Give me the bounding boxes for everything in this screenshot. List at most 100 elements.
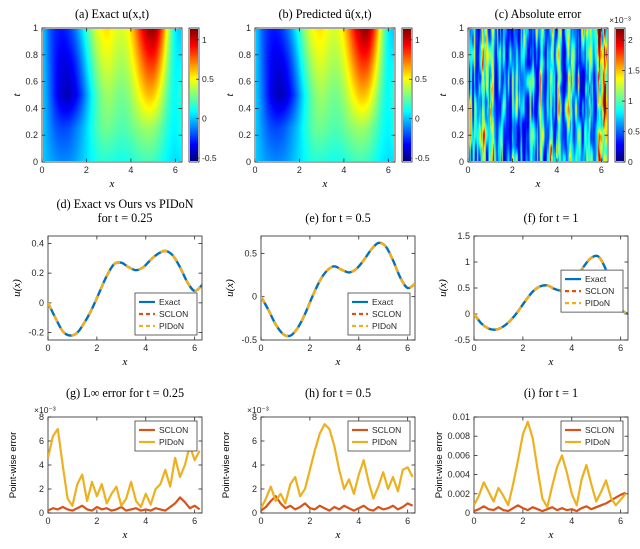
x-axis-label: x — [122, 356, 128, 368]
y-exponent-label: ×10⁻³ — [34, 405, 56, 415]
x-tick-label: 0 — [258, 516, 263, 526]
series-group — [261, 423, 414, 512]
series-sclon — [261, 495, 414, 512]
legend-box — [560, 420, 624, 452]
x-tick-label: 2 — [84, 165, 89, 175]
y-tick-label: 0.8 — [451, 50, 464, 60]
y-tick-label: 0 — [252, 292, 257, 302]
y-tick-label: 4 — [39, 460, 44, 470]
y-axis-label: Point-wise error — [8, 432, 19, 499]
y-tick-label: 0.4 — [238, 103, 251, 113]
series-pidon — [261, 241, 415, 338]
axes-box — [254, 27, 396, 163]
colorbar-tick-label: 0 — [202, 114, 207, 124]
x-tick-label: 2 — [307, 516, 312, 526]
x-tick-label: 6 — [192, 516, 197, 526]
plot-h: (h) for t = 0.5 0 2 4 6 0 2 4 6 8 x Point-wise erro… — [221, 386, 416, 541]
colorbar-gradient-b — [403, 29, 411, 161]
x-axis-label: x — [335, 529, 341, 541]
y-tick-label: 0 — [246, 157, 251, 167]
y-tick-label: 2 — [252, 484, 257, 494]
colorbar-frame — [614, 27, 626, 163]
x-tick-label: 4 — [356, 516, 361, 526]
plot-c: (c) Absolute error 0 2 4 6 0 0.2 0.4 0.6 0.8 1 x t 2 1… — [437, 7, 640, 190]
y-tick-label: 0 — [39, 508, 44, 518]
panel-pointwise-error-t05: (h) for t = 0.5 0 2 4 6 0 2 4 6 8 x Point-wise erro… — [215, 377, 427, 549]
colorbar-tick-label: 0.5 — [628, 127, 640, 137]
y-tick-label: 0.6 — [451, 77, 464, 87]
y-axis-label: t — [224, 93, 236, 97]
legend-box — [134, 420, 198, 452]
panel-pointwise-error-t025: (g) L∞ error for t = 0.25 0 2 4 6 0 2 4 6 8 x Point… — [2, 377, 214, 549]
x-tick-label: 2 — [307, 343, 312, 353]
y-tick-label: 1 — [246, 23, 251, 33]
x-axis-label: x — [122, 529, 128, 541]
y-axis-label: t — [437, 93, 449, 97]
plot-e: (e) for t = 0.50 2 4 6-0.500.5xu(x)ExactSCL… — [224, 211, 416, 368]
colorbar-tick-label: 1 — [202, 35, 207, 45]
panel-title: (h) for t = 0.5 — [305, 386, 371, 400]
y-tick-label: 0.8 — [25, 50, 38, 60]
colorbar-tick-label: 0.5 — [202, 74, 214, 84]
x-tick-label: 6 — [599, 165, 604, 175]
colorbar-tick-label: 0 — [415, 114, 420, 124]
x-tick-label: 6 — [386, 165, 391, 175]
y-tick-label: 0 — [252, 508, 257, 518]
y-tick-label: 6 — [39, 436, 44, 446]
x-tick-label: 2 — [520, 516, 525, 526]
series-sclon — [48, 496, 201, 512]
y-tick-label: 0.5 — [457, 283, 470, 293]
x-tick-label: 0 — [258, 343, 263, 353]
x-tick-label: 0 — [471, 516, 476, 526]
x-axis-label: x — [548, 356, 554, 368]
colorbar-tick-label: 1 — [628, 96, 633, 106]
legend-label: SCLON — [585, 286, 614, 296]
colorbar-tick-label: 2 — [628, 35, 633, 45]
series-group — [474, 254, 628, 331]
series-pidon — [261, 423, 414, 509]
y-axis-label: u(x) — [11, 279, 23, 297]
y-tick-label: -0.2 — [28, 328, 44, 338]
x-tick-label: 4 — [356, 343, 361, 353]
y-tick-label: 0 — [465, 508, 470, 518]
panel-slice-t05: (e) for t = 0.5 0 2 4 6 -0.5 0 0.5 x u(x) Exact SCL… — [215, 190, 427, 375]
series-group — [48, 249, 202, 337]
panel-title: (c) Absolute error — [495, 7, 582, 21]
colorbar-exponent-label: ×10⁻³ — [609, 15, 631, 25]
x-tick-label: 6 — [192, 343, 197, 353]
series-group — [261, 241, 415, 338]
legend-label: PIDoN — [372, 321, 397, 331]
x-tick-label: 2 — [510, 165, 515, 175]
x-axis-label: x — [548, 529, 554, 541]
series-group — [474, 420, 627, 513]
legend-label: PIDoN — [159, 321, 184, 331]
x-tick-label: 2 — [94, 516, 99, 526]
series-pidon — [474, 420, 627, 509]
panel-title: for t = 0.25 — [98, 211, 153, 225]
x-axis-label: x — [322, 178, 328, 190]
y-tick-label: 0.4 — [31, 238, 44, 248]
y-axis-label: u(x) — [224, 279, 236, 297]
colorbar-gradient-a — [190, 29, 198, 161]
x-tick-label: 0 — [465, 165, 470, 175]
x-tick-label: 2 — [297, 165, 302, 175]
panel-title: (f) for t = 1 — [524, 211, 579, 225]
legend-label: PIDoN — [159, 437, 184, 447]
y-tick-label: 0.01 — [452, 412, 470, 422]
x-tick-label: 6 — [405, 343, 410, 353]
legend-label: Exact — [585, 274, 607, 284]
series-pidon — [48, 249, 202, 337]
y-tick-label: 0.002 — [447, 489, 470, 499]
legend-box — [560, 269, 624, 313]
x-tick-label: 4 — [341, 165, 346, 175]
panel-exact-solution-heatmap: (a) Exact u(x,t) 0 2 4 6 0 0.2 0.4 0.6 0.8 1 x t 1 0.5… — [2, 2, 217, 190]
series-sclon — [474, 491, 627, 513]
y-exponent-label: ×10⁻³ — [247, 405, 269, 415]
panel-title: (g) L∞ error for t = 0.25 — [66, 386, 184, 400]
plot-a: (a) Exact u(x,t) 0 2 4 6 0 0.2 0.4 0.6 0.8 1 x t 1 0.5… — [11, 7, 217, 190]
legend-label: Exact — [372, 297, 394, 307]
y-tick-label: 0.004 — [447, 470, 470, 480]
colorbar-tick-label: 0 — [628, 157, 633, 167]
